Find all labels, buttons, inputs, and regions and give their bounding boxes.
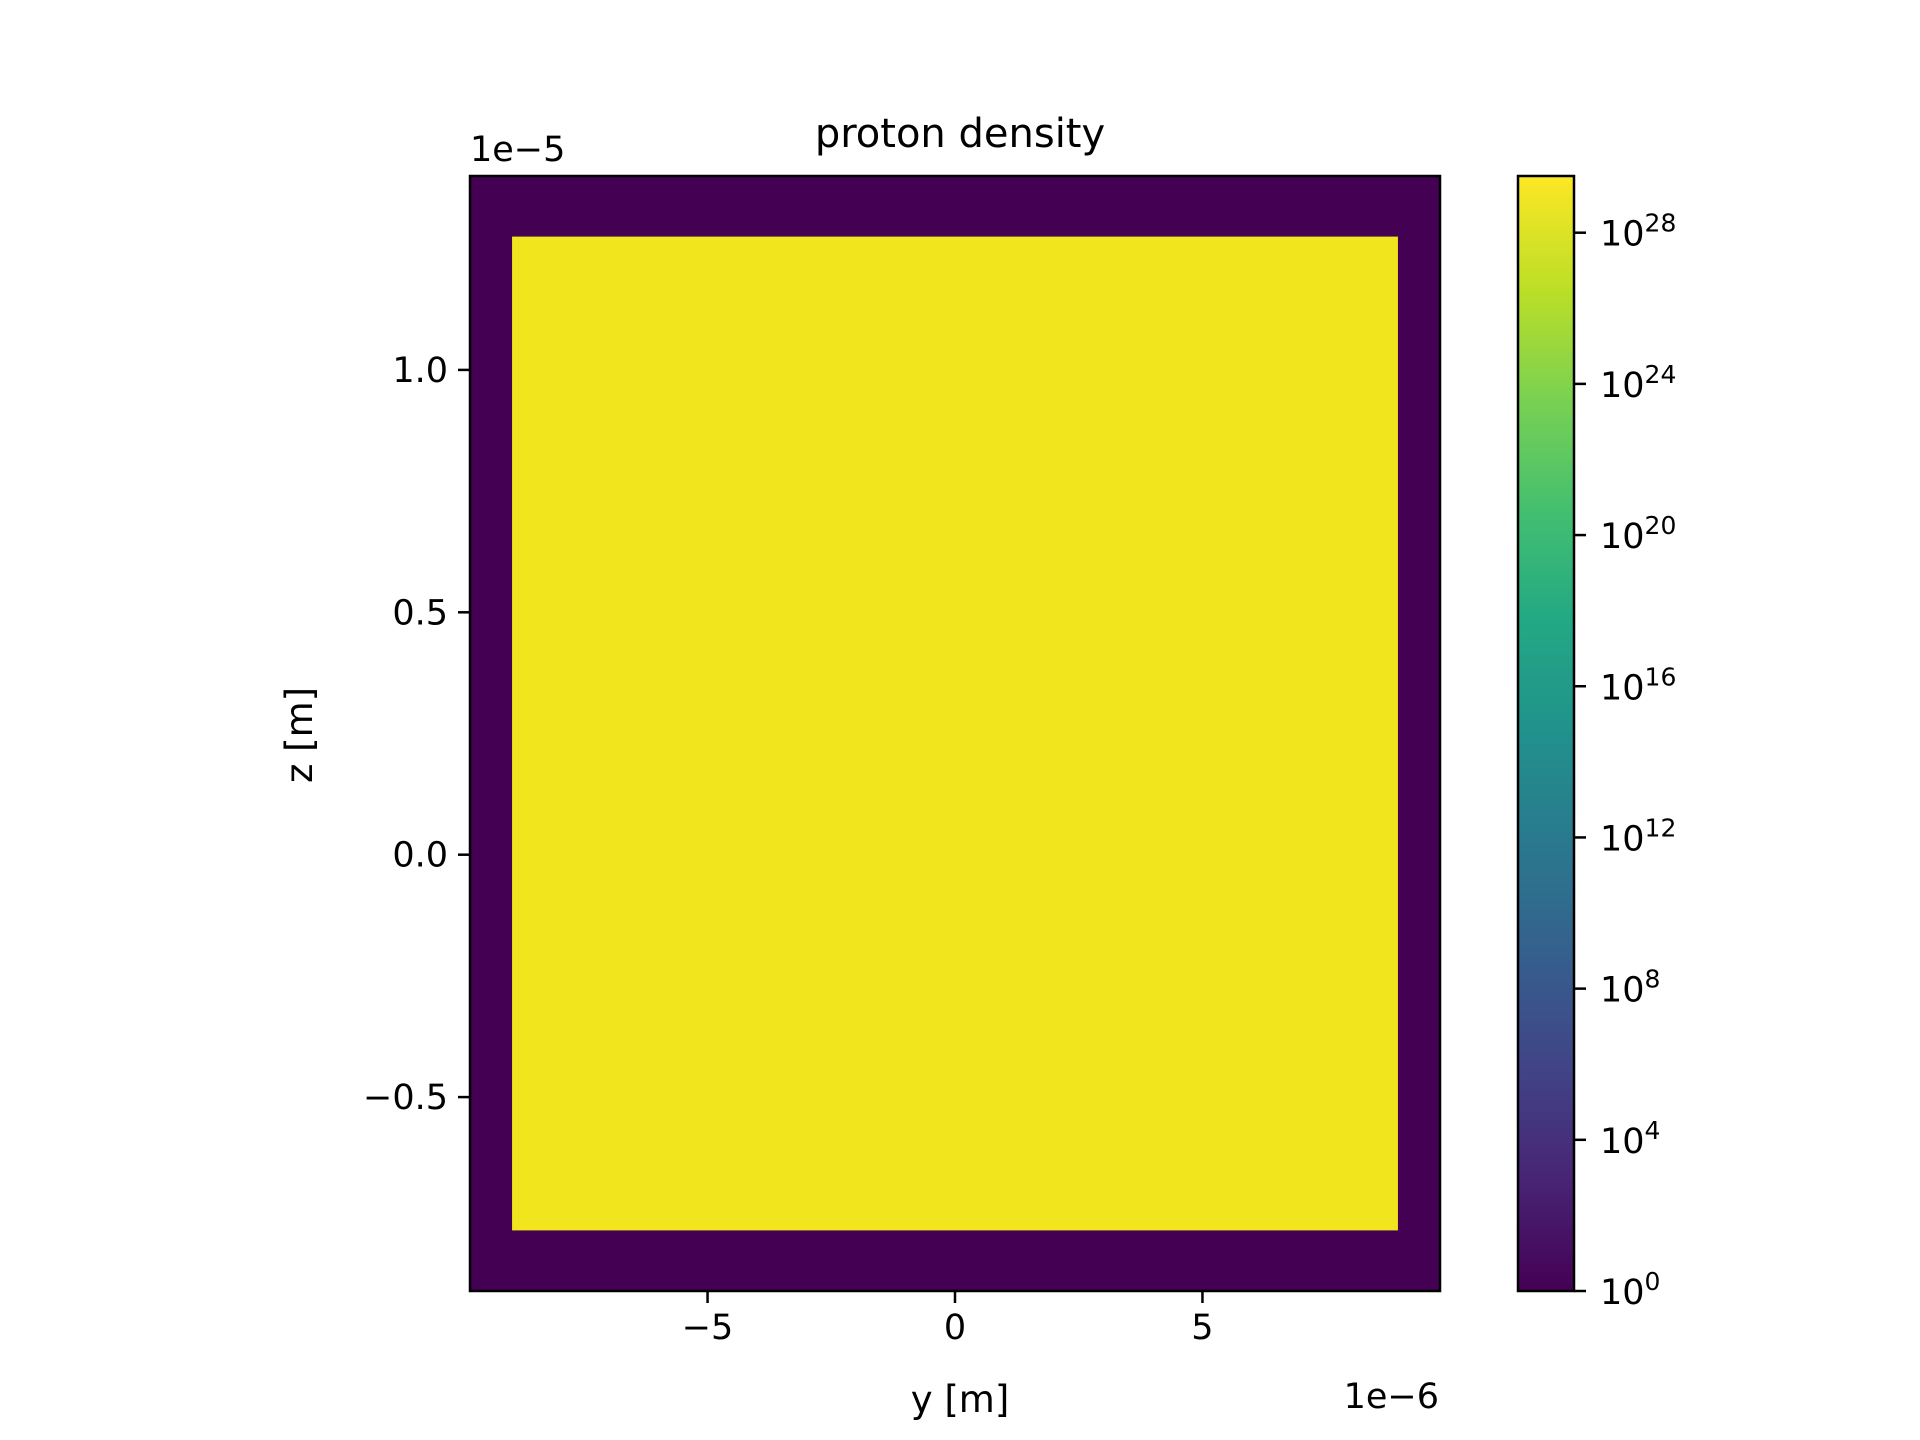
colorbar-tick-label: 108 — [1600, 965, 1660, 1011]
x-offset-label: 1e−6 — [1344, 1377, 1439, 1417]
colorbar-tick-label: 1028 — [1600, 209, 1676, 255]
x-tick-label: 5 — [1191, 1308, 1213, 1348]
colorbar: 100 104 108 1012 1016 1020 1024 1028 — [1516, 174, 1676, 1313]
y-tick-label: 0.5 — [392, 593, 448, 633]
colorbar-tick-label: 1024 — [1600, 360, 1676, 406]
colorbar-gradient — [1516, 174, 1576, 1293]
colorbar-tick-label: 104 — [1600, 1116, 1660, 1162]
colorbar-tick-label: 1020 — [1600, 511, 1676, 557]
y-tick-label: −0.5 — [363, 1078, 448, 1118]
y-tick-label: 0.0 — [392, 836, 448, 876]
x-tick-label: 0 — [944, 1308, 966, 1348]
plot-area: −5 0 5 −0.5 0.0 0.5 1.0 — [363, 174, 1442, 1348]
heatmap-region-0 — [512, 236, 1398, 1231]
chart-title: proton density — [815, 111, 1105, 157]
y-tick-label: 1.0 — [392, 351, 448, 391]
y-offset-label: 1e−5 — [470, 130, 565, 170]
colorbar-tick-label: 1016 — [1600, 662, 1676, 708]
y-axis-label: z [m] — [278, 687, 321, 783]
x-axis-label: y [m] — [911, 1378, 1010, 1421]
colorbar-tick-label: 1012 — [1600, 813, 1676, 859]
colorbar-tick-label: 100 — [1600, 1267, 1660, 1313]
x-tick-label: −5 — [682, 1308, 734, 1348]
